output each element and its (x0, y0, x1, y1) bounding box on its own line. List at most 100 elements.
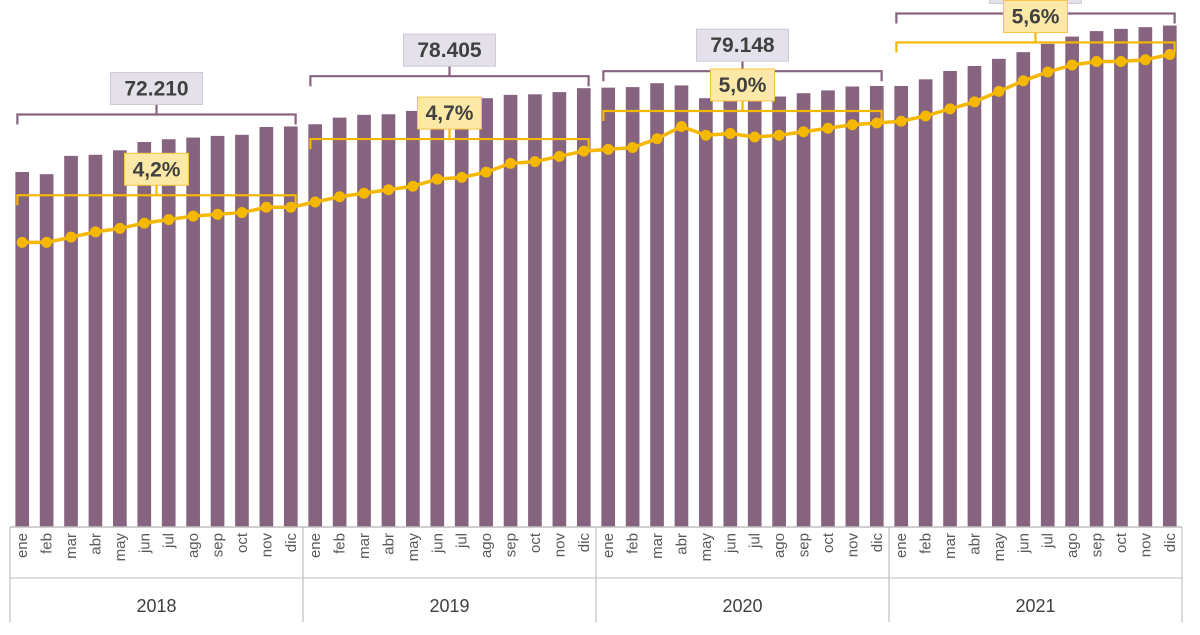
line-callout-bracket (309, 137, 590, 150)
line-point (822, 122, 834, 134)
x-tick-label: ago (478, 533, 495, 558)
year-label: 2019 (429, 596, 469, 616)
line-callout-label: 5,6% (1012, 5, 1060, 28)
x-tick-label: ago (1064, 533, 1081, 558)
line-point (407, 180, 419, 192)
bar (137, 142, 152, 527)
line-point (309, 196, 321, 208)
x-tick-label: ene (600, 533, 617, 558)
line-point (895, 115, 907, 127)
line-point (114, 222, 126, 234)
line-point (358, 187, 370, 199)
x-tick-label: abr (673, 533, 690, 555)
x-tick-label: mar (649, 533, 666, 559)
line-point (773, 129, 785, 141)
x-tick-label: nov (1137, 533, 1154, 558)
line-callout-box (710, 68, 775, 102)
bar-callout-label: 79.148 (710, 34, 775, 57)
bar (992, 58, 1006, 528)
bar (357, 114, 371, 527)
bar (943, 71, 957, 527)
x-tick-label: feb (625, 533, 642, 554)
bar (796, 93, 811, 527)
x-tick-label: jun (1015, 533, 1032, 554)
x-tick-label: oct (1113, 532, 1130, 553)
line-callout-bracket (602, 109, 883, 121)
line-point (1164, 48, 1176, 60)
line-callout-box (1003, 0, 1068, 33)
bar (1138, 27, 1153, 528)
line-point (456, 171, 468, 183)
line-point (212, 208, 224, 220)
bar (308, 124, 323, 527)
bar (1089, 31, 1104, 527)
line-point (724, 128, 736, 140)
x-tick-label: oct (234, 532, 251, 553)
x-tick-label: ago (771, 533, 788, 558)
x-tick-label: nov (258, 533, 275, 558)
line-point (431, 173, 443, 185)
bar (332, 117, 347, 527)
line-callout-bracket (895, 41, 1176, 53)
line-point (89, 226, 101, 238)
x-tick-label: sep (796, 533, 813, 557)
line-point (65, 231, 77, 243)
line-point (749, 131, 761, 143)
x-tick-label: dic (283, 533, 300, 553)
x-tick-label: mar (356, 533, 373, 559)
bar (15, 171, 30, 527)
x-tick-label: jul (1040, 533, 1057, 549)
bar (601, 87, 616, 528)
line-point (700, 129, 712, 141)
bar-callout-box (110, 71, 203, 105)
bar (772, 96, 786, 528)
x-tick-label: jul (161, 533, 178, 549)
x-tick-label: may (405, 533, 422, 562)
line-callout-label: 5,0% (719, 74, 767, 97)
bar (674, 85, 689, 528)
line-callout-bracket (16, 194, 297, 206)
x-tick-label: abr (966, 533, 983, 555)
line-point (505, 157, 517, 169)
line-point (1042, 66, 1054, 78)
bar (186, 137, 200, 527)
line-point (1139, 54, 1151, 66)
x-tick-label: jun (429, 533, 446, 554)
line-points (16, 48, 1176, 248)
bar (1162, 25, 1177, 528)
bar (259, 127, 274, 527)
line-point (236, 207, 248, 219)
bar (454, 104, 469, 527)
bar (723, 97, 738, 527)
bar-callout-bracket (16, 113, 297, 125)
x-tick-label: oct (527, 532, 544, 553)
x-tick-label: dic (869, 533, 886, 553)
bar (381, 114, 396, 527)
line-point (578, 145, 590, 157)
x-tick-label: sep (210, 533, 227, 557)
bar (430, 105, 445, 527)
line-point (968, 96, 980, 108)
line-point (846, 119, 858, 131)
bar (747, 99, 762, 527)
line-point (285, 201, 297, 213)
bar-callout-box (403, 33, 496, 67)
line-point (675, 120, 687, 132)
bar (699, 98, 713, 527)
x-tick-label: feb (332, 533, 349, 554)
bar (39, 174, 54, 527)
bar (503, 94, 518, 528)
bar-callout-label: 72.210 (124, 77, 188, 100)
bar (528, 94, 542, 527)
line-point (187, 210, 199, 222)
x-tick-label: feb (39, 533, 56, 554)
bar-series (15, 25, 1177, 528)
line-callout-box (417, 96, 482, 130)
line-point (334, 191, 346, 203)
bar (576, 88, 591, 527)
x-tick-label: mar (942, 533, 959, 559)
x-tick-label: jul (747, 533, 764, 549)
line-point (651, 133, 663, 145)
x-tick-label: ene (893, 533, 910, 558)
